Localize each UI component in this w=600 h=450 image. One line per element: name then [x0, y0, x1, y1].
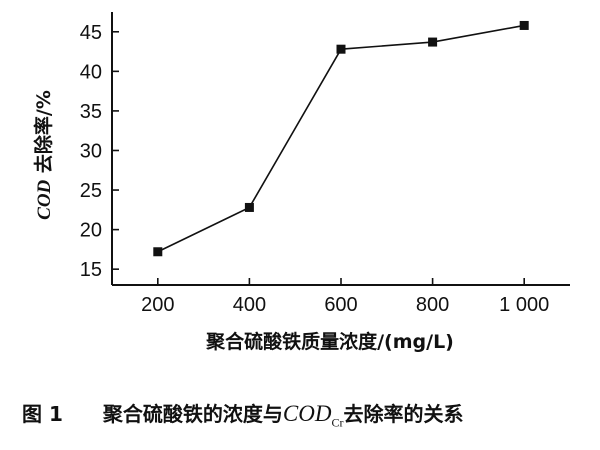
x-tick-label: 800 — [416, 294, 449, 316]
y-axis-label-rest: 去除率/% — [32, 90, 55, 180]
data-point-marker — [244, 202, 254, 212]
y-tick-label: 25 — [80, 180, 102, 202]
x-tick-label: 200 — [141, 294, 174, 316]
x-tick-label: 400 — [233, 294, 266, 316]
chart: 15 20 25 30 35 40 45 200 400 600 800 1 000 聚合硫酸铁质量浓… — [32, 12, 570, 353]
y-tick-label: 20 — [80, 220, 102, 242]
y-tick-label: 35 — [80, 101, 102, 123]
x-tick-label: 600 — [324, 294, 357, 316]
x-tick-label: 1 000 — [499, 294, 549, 316]
data-point-marker — [336, 44, 346, 54]
caption-cod: CODCr — [282, 401, 344, 430]
caption-cod-subscript: Cr — [331, 415, 344, 430]
y-tick-label: 15 — [80, 259, 102, 281]
data-point-marker — [519, 20, 529, 30]
y-axis-label: COD 去除率/% — [32, 90, 55, 220]
data-point-marker — [153, 247, 163, 257]
caption-cod-text: COD — [282, 401, 332, 426]
series — [153, 20, 529, 257]
data-point-marker — [428, 37, 438, 47]
figure-number: 图 1 — [22, 402, 63, 426]
ticks: 15 20 25 30 35 40 45 200 400 600 800 1 000 — [80, 22, 549, 316]
y-tick-label: 30 — [80, 140, 102, 162]
figure-caption: 图 1 聚合硫酸铁的浓度与CODCr去除率的关系 — [22, 398, 592, 431]
series-line — [157, 24, 525, 253]
y-tick-label: 45 — [80, 22, 102, 44]
caption-text-before: 聚合硫酸铁的浓度与 — [102, 402, 283, 426]
y-tick-label: 40 — [80, 61, 102, 83]
y-axis-label-cod: COD — [34, 179, 55, 219]
x-axis-label: 聚合硫酸铁质量浓度/(mg/L) — [205, 330, 454, 353]
caption-text-after: 去除率的关系 — [343, 402, 464, 426]
